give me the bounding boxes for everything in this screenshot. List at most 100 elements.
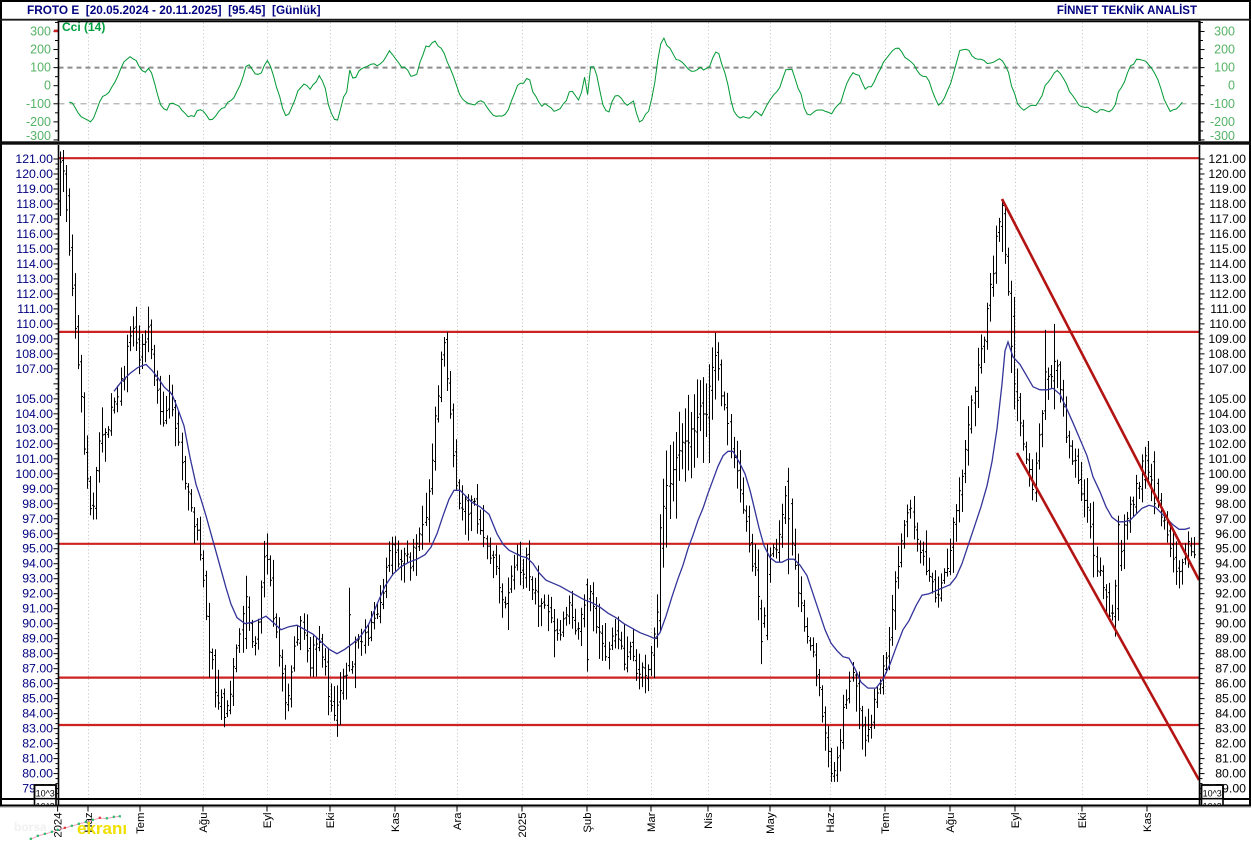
svg-text:Kas: Kas bbox=[390, 812, 402, 832]
svg-text:Tem: Tem bbox=[880, 813, 892, 834]
svg-text:92.00: 92.00 bbox=[1215, 587, 1246, 601]
svg-text:113.00: 113.00 bbox=[16, 272, 53, 286]
svg-text:86.00: 86.00 bbox=[1215, 677, 1246, 691]
svg-text:93.00: 93.00 bbox=[22, 572, 53, 586]
svg-text:82.00: 82.00 bbox=[22, 737, 53, 751]
svg-text:93.00: 93.00 bbox=[1215, 572, 1246, 586]
svg-text:97.00: 97.00 bbox=[22, 512, 53, 526]
svg-text:Haz: Haz bbox=[825, 812, 837, 832]
svg-text:115.00: 115.00 bbox=[16, 242, 53, 256]
svg-text:110.00: 110.00 bbox=[1209, 317, 1246, 331]
svg-text:116.00: 116.00 bbox=[1209, 227, 1246, 241]
svg-text:81.00: 81.00 bbox=[1215, 752, 1246, 766]
svg-text:115.00: 115.00 bbox=[1209, 242, 1246, 256]
svg-text:FİNNET TEKNİK ANALİST: FİNNET TEKNİK ANALİST bbox=[1057, 4, 1197, 17]
svg-text:88.00: 88.00 bbox=[22, 647, 53, 661]
svg-text:90.00: 90.00 bbox=[1215, 617, 1246, 631]
svg-text:107.00: 107.00 bbox=[15, 362, 53, 376]
svg-text:102.00: 102.00 bbox=[1208, 437, 1246, 451]
svg-text:Haz: Haz bbox=[83, 812, 95, 832]
svg-text:-300: -300 bbox=[26, 129, 51, 143]
svg-text:111.00: 111.00 bbox=[1210, 302, 1246, 316]
svg-text:119.00: 119.00 bbox=[1209, 182, 1246, 196]
svg-text:2024: 2024 bbox=[53, 813, 65, 838]
svg-text:borsa: borsa bbox=[14, 820, 47, 834]
svg-text:104.00: 104.00 bbox=[1208, 407, 1246, 421]
svg-text:10^3: 10^3 bbox=[36, 802, 55, 812]
svg-text:87.00: 87.00 bbox=[22, 662, 53, 676]
svg-text:101.00: 101.00 bbox=[15, 452, 53, 466]
svg-text:-200: -200 bbox=[26, 115, 51, 129]
svg-text:Ara: Ara bbox=[452, 812, 464, 830]
svg-text:94.00: 94.00 bbox=[1215, 557, 1246, 571]
svg-text:2025: 2025 bbox=[517, 813, 529, 838]
svg-text:103.00: 103.00 bbox=[1208, 422, 1246, 436]
svg-text:10^3: 10^3 bbox=[36, 789, 55, 799]
svg-text:Eyl: Eyl bbox=[1010, 813, 1022, 829]
svg-text:81.00: 81.00 bbox=[22, 752, 53, 766]
svg-text:Nis: Nis bbox=[703, 812, 715, 829]
svg-text:Şub: Şub bbox=[582, 813, 594, 833]
svg-text:92.00: 92.00 bbox=[22, 587, 53, 601]
svg-text:Ağu: Ağu bbox=[945, 813, 957, 833]
svg-text:Ağu: Ağu bbox=[198, 813, 210, 833]
svg-text:-300: -300 bbox=[1210, 129, 1235, 143]
svg-text:10^3: 10^3 bbox=[1203, 802, 1222, 812]
svg-text:109.00: 109.00 bbox=[15, 332, 53, 346]
svg-text:119.00: 119.00 bbox=[16, 182, 53, 196]
svg-text:89.00: 89.00 bbox=[1215, 632, 1246, 646]
svg-text:114.00: 114.00 bbox=[1209, 257, 1246, 271]
svg-text:113.00: 113.00 bbox=[1209, 272, 1246, 286]
svg-text:Eki: Eki bbox=[325, 813, 337, 829]
svg-text:85.00: 85.00 bbox=[1215, 692, 1246, 706]
svg-text:82.00: 82.00 bbox=[1215, 737, 1246, 751]
svg-text:May: May bbox=[765, 812, 777, 834]
svg-text:FROTO E [20.05.2024 - 20.11.2: FROTO E [20.05.2024 - 20.11.2025] [95.45… bbox=[27, 3, 321, 17]
svg-text:91.00: 91.00 bbox=[22, 602, 53, 616]
svg-text:121.00: 121.00 bbox=[15, 152, 53, 166]
svg-text:100: 100 bbox=[30, 61, 51, 75]
svg-text:102.00: 102.00 bbox=[15, 437, 53, 451]
svg-text:89.00: 89.00 bbox=[22, 632, 53, 646]
svg-text:200: 200 bbox=[30, 43, 51, 57]
svg-text:100.00: 100.00 bbox=[1208, 467, 1246, 481]
svg-text:-100: -100 bbox=[1210, 97, 1235, 111]
svg-text:117.00: 117.00 bbox=[1209, 212, 1246, 226]
svg-text:104.00: 104.00 bbox=[15, 407, 53, 421]
svg-text:ekranı: ekranı bbox=[77, 819, 127, 838]
svg-text:99.00: 99.00 bbox=[1215, 482, 1246, 496]
svg-text:109.00: 109.00 bbox=[1208, 332, 1246, 346]
svg-text:114.00: 114.00 bbox=[16, 257, 53, 271]
svg-text:94.00: 94.00 bbox=[22, 557, 53, 571]
svg-text:Cci (14): Cci (14) bbox=[62, 20, 105, 34]
svg-text:98.00: 98.00 bbox=[22, 497, 53, 511]
svg-text:118.00: 118.00 bbox=[16, 197, 53, 211]
svg-text:Tem: Tem bbox=[135, 813, 147, 834]
svg-text:Kas: Kas bbox=[1142, 812, 1154, 832]
svg-text:100.00: 100.00 bbox=[15, 467, 53, 481]
svg-text:103.00: 103.00 bbox=[15, 422, 53, 436]
svg-text:96.00: 96.00 bbox=[1215, 527, 1246, 541]
svg-text:96.00: 96.00 bbox=[22, 527, 53, 541]
svg-text:-200: -200 bbox=[1210, 115, 1235, 129]
svg-text:83.00: 83.00 bbox=[22, 722, 53, 736]
svg-text:Eki: Eki bbox=[1077, 813, 1089, 829]
svg-text:Eyl: Eyl bbox=[262, 813, 274, 829]
svg-text:0: 0 bbox=[44, 79, 51, 93]
svg-text:300: 300 bbox=[1214, 24, 1235, 38]
svg-text:10^3: 10^3 bbox=[1203, 789, 1222, 799]
svg-text:87.00: 87.00 bbox=[1215, 662, 1246, 676]
svg-text:108.00: 108.00 bbox=[15, 347, 53, 361]
svg-text:100: 100 bbox=[1214, 61, 1235, 75]
svg-text:200: 200 bbox=[1214, 43, 1235, 57]
svg-text:112.00: 112.00 bbox=[1209, 287, 1246, 301]
svg-text:Mar: Mar bbox=[646, 812, 658, 832]
svg-text:112.00: 112.00 bbox=[16, 287, 53, 301]
svg-text:121.00: 121.00 bbox=[1208, 152, 1246, 166]
svg-text:84.00: 84.00 bbox=[22, 707, 53, 721]
svg-text:95.00: 95.00 bbox=[1215, 542, 1246, 556]
svg-text:91.00: 91.00 bbox=[1215, 602, 1246, 616]
svg-text:99.00: 99.00 bbox=[22, 482, 53, 496]
svg-text:120.00: 120.00 bbox=[1208, 167, 1246, 181]
svg-text:90.00: 90.00 bbox=[22, 617, 53, 631]
